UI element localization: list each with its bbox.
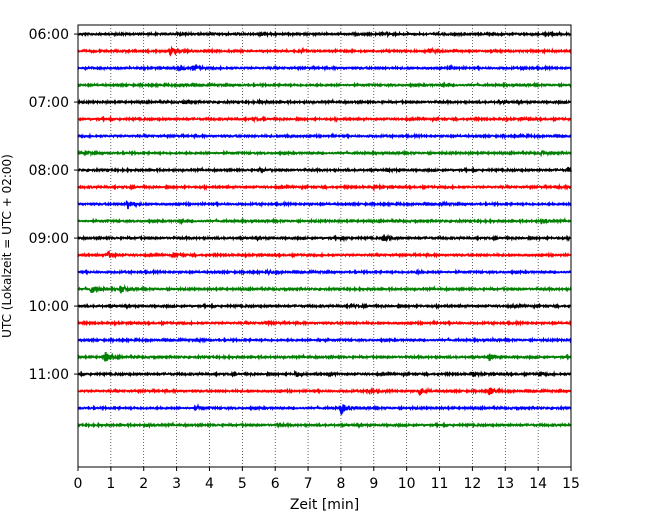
seismic-trace xyxy=(77,81,572,89)
seismic-trace xyxy=(77,115,572,124)
seismic-trace xyxy=(77,267,572,277)
seismic-trace xyxy=(77,149,572,158)
y-tick-label: 10:00 xyxy=(29,299,69,315)
y-tick-label: 09:00 xyxy=(29,231,69,247)
seismic-trace xyxy=(77,233,572,243)
seismic-trace xyxy=(77,45,572,57)
seismic-trace xyxy=(77,97,572,106)
plot-frame xyxy=(77,24,572,468)
seismic-trace xyxy=(77,284,572,294)
seismic-trace xyxy=(77,403,572,416)
x-tick-label: 6 xyxy=(271,476,280,492)
x-tick-label: 15 xyxy=(562,476,580,492)
x-tick-label: 1 xyxy=(106,476,115,492)
seismic-trace xyxy=(77,132,572,140)
y-tick-label: 07:00 xyxy=(29,95,69,111)
x-tick-label: 13 xyxy=(496,476,514,492)
y-axis: 06:00 07:00 08:00 09:00 10:00 11:00 xyxy=(29,27,78,383)
x-tick-label: 0 xyxy=(74,476,83,492)
y-tick-label: 06:00 xyxy=(29,27,69,43)
x-tick-label: 10 xyxy=(398,476,416,492)
y-tick-label: 08:00 xyxy=(29,163,69,179)
seismic-trace xyxy=(77,63,572,72)
x-tick-label: 11 xyxy=(431,476,449,492)
seismic-trace xyxy=(77,249,572,260)
seismic-trace xyxy=(77,352,572,363)
seismic-traces xyxy=(77,30,572,429)
x-tick-label: 2 xyxy=(139,476,148,492)
x-tick-label: 7 xyxy=(304,476,313,492)
x-axis: 0 1 2 3 4 5 6 7 8 9 10 11 12 13 14 15 xyxy=(74,467,580,492)
seismic-trace xyxy=(77,182,572,193)
seismic-trace xyxy=(77,302,572,310)
seismic-trace xyxy=(77,335,572,344)
seismic-trace xyxy=(77,421,572,429)
x-tick-label: 14 xyxy=(529,476,547,492)
x-tick-label: 3 xyxy=(172,476,181,492)
seismic-trace xyxy=(77,217,572,226)
seismic-trace xyxy=(77,165,572,174)
x-axis-label: Zeit [min] xyxy=(290,497,359,513)
x-tick-label: 8 xyxy=(336,476,345,492)
x-tick-label: 5 xyxy=(238,476,247,492)
x-tick-label: 9 xyxy=(369,476,378,492)
seismic-trace xyxy=(77,199,572,210)
seismic-trace xyxy=(77,30,572,39)
seismic-trace xyxy=(77,319,572,328)
x-tick-label: 4 xyxy=(205,476,214,492)
x-tick-label: 12 xyxy=(463,476,481,492)
seismic-trace xyxy=(77,386,572,397)
y-axis-label: UTC (Lokalzeit = UTC + 02:00) xyxy=(0,154,14,338)
y-tick-label: 11:00 xyxy=(29,367,69,383)
seismic-trace xyxy=(77,369,572,379)
